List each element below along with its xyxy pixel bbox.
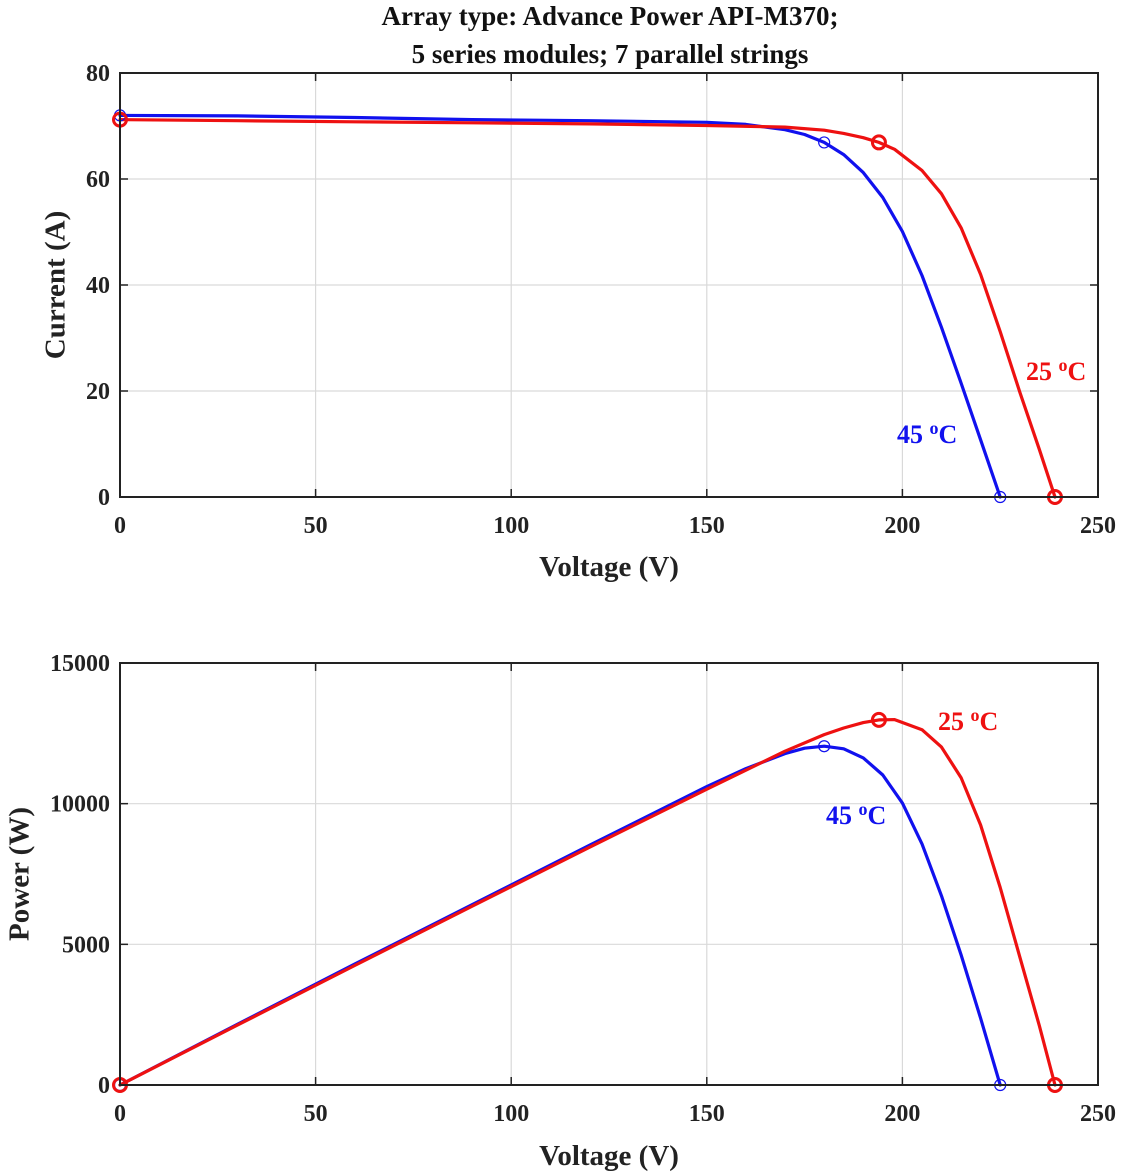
pv-label-45c-degree: o [859, 799, 868, 819]
iv-marker-45c [818, 136, 831, 149]
pv-y-tick-label: 10000 [50, 792, 110, 818]
pv-label-45c-value: 45 [826, 801, 859, 830]
pv-label-45c: 45 oC [826, 799, 886, 830]
pv-y-tick-label: 5000 [62, 932, 110, 958]
iv-label-45c-degree: o [930, 418, 939, 438]
iv-x-tick-label: 0 [114, 513, 126, 539]
pv-series-25c-line [118, 717, 1057, 1087]
pv-label-25c-degree: o [971, 705, 980, 725]
iv-series-25c-line [118, 117, 1057, 499]
iv-x-tick-label: 150 [689, 513, 725, 539]
pv-curve-plot: 0 50 100 150 200 250 0 5000 10000 15000 Voltage … [4, 651, 1116, 1172]
iv-y-tick-label: 20 [86, 379, 110, 405]
iv-label-45c-value: 45 [897, 420, 930, 449]
iv-x-ticks: 0 50 100 150 200 250 [114, 73, 1116, 539]
iv-x-tick-label: 200 [884, 513, 920, 539]
pv-label-25c: 25 oC [938, 705, 998, 736]
pv-y-axis-label: Power (W) [4, 807, 36, 941]
pv-x-tick-label: 50 [304, 1101, 328, 1127]
pv-y-tick-label: 0 [98, 1073, 110, 1099]
iv-series-45c-line [118, 113, 1002, 499]
iv-label-25c-unit: C [1068, 357, 1087, 386]
pv-label-25c-value: 25 [938, 707, 971, 736]
iv-x-axis-label: Voltage (V) [539, 551, 679, 583]
pv-x-tick-label: 150 [689, 1101, 725, 1127]
iv-series [118, 113, 1057, 499]
iv-y-tick-label: 60 [86, 167, 110, 193]
pv-label-45c-unit: C [868, 801, 887, 830]
pv-x-ticks: 0 50 100 150 200 250 [114, 663, 1116, 1127]
iv-y-axis-label: Current (A) [40, 211, 72, 359]
pv-axes-frame [119, 662, 1099, 1086]
pv-y-ticks: 0 5000 10000 15000 [50, 651, 1098, 1099]
pv-marker-25c [870, 711, 887, 728]
iv-grid [120, 73, 1098, 497]
iv-x-tick-label: 50 [304, 513, 328, 539]
iv-y-tick-label: 80 [86, 61, 110, 87]
pv-x-tick-label: 200 [884, 1101, 920, 1127]
pv-x-tick-label: 250 [1080, 1101, 1116, 1127]
iv-label-25c-degree: o [1059, 355, 1068, 375]
pv-marker-45c [818, 740, 831, 753]
iv-label-45c: 45 oC [897, 418, 957, 449]
iv-label-45c-unit: C [939, 420, 958, 449]
figure-title-line-1: Array type: Advance Power API-M370; [382, 1, 839, 31]
pv-label-25c-unit: C [980, 707, 999, 736]
figure-title-line-2: 5 series modules; 7 parallel strings [412, 39, 809, 69]
pv-markers [112, 711, 1063, 1093]
iv-label-25c: 25 oC [1026, 355, 1086, 386]
iv-x-tick-label: 250 [1080, 513, 1116, 539]
iv-y-ticks: 0 20 40 60 80 [86, 61, 1098, 511]
iv-y-tick-label: 40 [86, 273, 110, 299]
iv-marker-25c [870, 134, 887, 151]
pv-series-45c-line [118, 744, 1002, 1087]
pv-y-tick-label: 15000 [50, 651, 110, 677]
iv-label-25c-value: 25 [1026, 357, 1059, 386]
pv-x-axis-label: Voltage (V) [539, 1140, 679, 1172]
iv-y-tick-label: 0 [98, 485, 110, 511]
iv-x-tick-label: 100 [493, 513, 529, 539]
pv-series [118, 717, 1057, 1087]
pv-grid [120, 663, 1098, 1085]
pv-x-tick-label: 0 [114, 1101, 126, 1127]
pv-x-tick-label: 100 [493, 1101, 529, 1127]
iv-curve-plot: 0 50 100 150 200 250 0 20 40 60 80 Voltage (V) Cu… [40, 61, 1116, 583]
